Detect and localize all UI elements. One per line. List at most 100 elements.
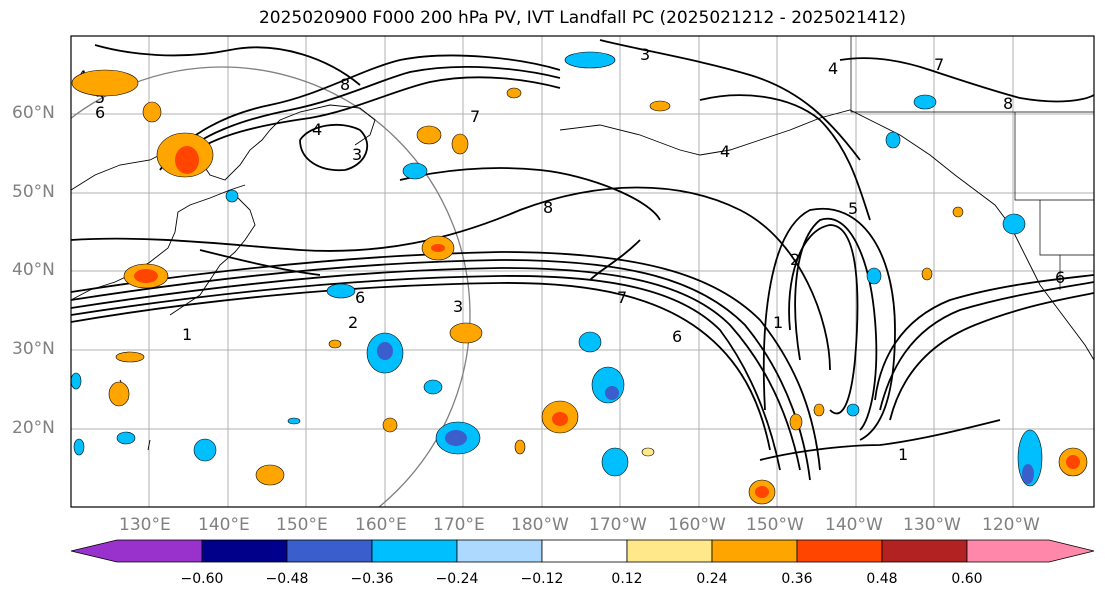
colorbar-tick: 0.24: [696, 571, 728, 587]
anomaly-blob: [451, 133, 469, 155]
lon-label: 130°W: [903, 515, 961, 535]
colorbar-segment: [201, 539, 288, 563]
anomaly-blob: [115, 351, 145, 363]
lon-label: 160°E: [355, 515, 407, 535]
anomaly-blob: [116, 431, 136, 445]
anomaly-blob: [108, 381, 130, 407]
anomaly-blob: [73, 438, 85, 456]
anomaly-blob: [1002, 213, 1026, 235]
anomaly-core: [1022, 464, 1034, 484]
contour-label: 6: [355, 288, 365, 307]
anomaly-blob: [423, 379, 443, 395]
contour-label: 5: [95, 88, 105, 107]
anomaly-core: [605, 386, 619, 400]
colorbar-segment: [626, 539, 713, 563]
contour-label: 4: [828, 59, 838, 78]
anomaly-blob: [328, 339, 342, 349]
colorbar-tick: −0.48: [265, 571, 309, 587]
anomaly-blob: [193, 438, 217, 462]
anomaly-blob: [225, 189, 239, 203]
anomaly-blob: [255, 464, 285, 486]
contour-label: 8: [340, 75, 350, 94]
lon-label: 120°W: [982, 515, 1040, 535]
anomaly-blob: [70, 372, 82, 390]
colorbar-segment: [371, 539, 458, 563]
anomaly-blob: [578, 331, 602, 353]
contour-label: 7: [470, 107, 480, 126]
anomaly-blob: [641, 447, 655, 457]
anomaly-blob: [885, 131, 901, 149]
contour-labels: 8 5 6 4 3 4 7 3 6 7 8 3 5 2 1 6 2 1 7 4 …: [77, 45, 1065, 464]
lat-label: 30°N: [12, 339, 55, 359]
anomaly-blob: [416, 125, 442, 145]
colorbar-segment: [456, 539, 543, 563]
anomaly-core: [1066, 455, 1080, 469]
lon-label: 140°W: [825, 515, 883, 535]
contour-label: 1: [898, 445, 908, 464]
contour-label: 6: [1055, 268, 1065, 287]
map-frame: [70, 35, 1095, 508]
anomaly-core: [755, 486, 769, 498]
contour-label: 7: [934, 55, 944, 74]
colorbar-segment: [966, 539, 1095, 563]
lon-label: 160°W: [668, 515, 726, 535]
pv-contours: [71, 39, 1094, 481]
lon-label: 170°E: [433, 515, 485, 535]
lat-label: 40°N: [12, 260, 55, 280]
contour-label: 3: [453, 297, 463, 316]
anomaly-blob: [564, 51, 616, 69]
colorbar-tick: 0.48: [866, 571, 898, 587]
lat-label: 60°N: [12, 103, 55, 123]
colorbar-segment: [711, 539, 798, 563]
anomaly-core: [445, 430, 467, 446]
anomaly-blob: [506, 87, 522, 99]
anomaly-blob: [789, 413, 803, 431]
lon-label: 150°W: [746, 515, 804, 535]
contour-label: 4: [720, 142, 730, 161]
anomaly-core: [377, 342, 393, 360]
anomaly-blob: [326, 283, 356, 299]
colorbar-segment: [70, 539, 203, 563]
colorbar-segment: [796, 539, 883, 563]
contour-label: 6: [672, 327, 682, 346]
contour-label: 6: [95, 103, 105, 122]
contour-label: 2: [348, 313, 358, 332]
anomaly-core: [431, 244, 445, 252]
contour-label: 3: [640, 45, 650, 64]
colorbar-segment: [881, 539, 968, 563]
colorbar-tick: 0.12: [611, 571, 643, 587]
colorbar-tick: 0.60: [951, 571, 983, 587]
contour-label: 1: [182, 325, 192, 344]
colorbar: [70, 539, 1095, 563]
contour-label: 5: [848, 199, 858, 218]
colorbar-tick: −0.60: [180, 571, 224, 587]
anomaly-blob: [866, 267, 882, 285]
positive-anomalies: [71, 69, 1088, 505]
contour-label: 7: [617, 288, 627, 307]
anomaly-blob: [913, 94, 937, 110]
anomaly-blob: [71, 69, 139, 97]
anomaly-blob: [382, 417, 398, 433]
anomaly-blob: [601, 447, 629, 477]
contour-label: 3: [352, 145, 362, 164]
lat-label: 50°N: [12, 182, 55, 202]
contour-label: 8: [1003, 94, 1013, 113]
contour-label: 4: [312, 120, 322, 139]
contour-label: 2: [790, 250, 800, 269]
anomaly-blob: [952, 206, 964, 218]
anomaly-core: [134, 269, 158, 283]
anomaly-blob: [287, 417, 301, 425]
colorbar-tick: 0.36: [781, 571, 813, 587]
anomaly-core: [175, 146, 199, 174]
colorbar-tick: −0.36: [350, 571, 394, 587]
anomaly-blob: [813, 403, 825, 417]
anomaly-blob: [649, 100, 671, 112]
colorbar-tick: −0.12: [520, 571, 564, 587]
anomaly-core: [552, 412, 568, 426]
negative-anomalies: [70, 51, 1043, 487]
anomaly-blob: [921, 267, 933, 281]
lon-label: 140°E: [198, 515, 250, 535]
anomaly-blob: [514, 439, 526, 455]
anomaly-blob: [846, 403, 860, 417]
